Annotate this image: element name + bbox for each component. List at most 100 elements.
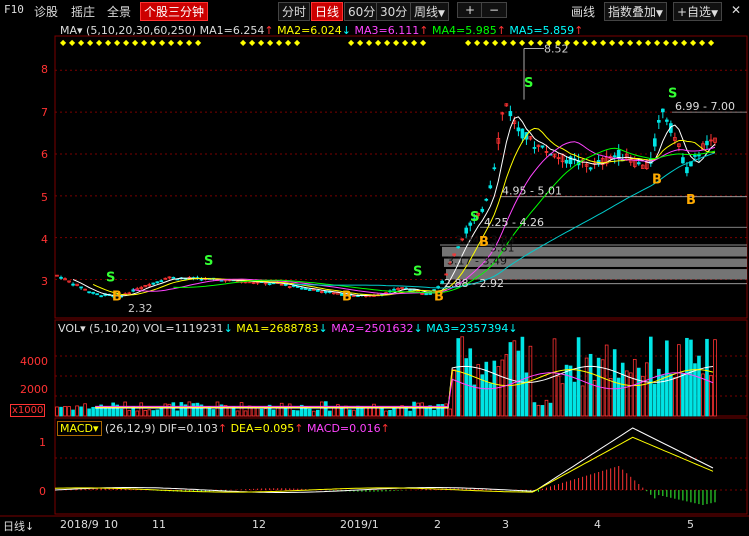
macd-dropdown[interactable]: MACD▾ [57,421,102,436]
signal-diamond: ◆ [402,38,409,47]
volume-bar [644,362,649,417]
volume-bar [673,377,677,417]
volume-bar [488,383,493,417]
timeframe-minute[interactable]: 分时 [278,2,311,21]
volume-bar [283,407,288,417]
volume-bar [689,339,693,417]
candle-body [640,164,645,169]
volume-bar [500,359,505,417]
volume-bar [147,409,152,417]
signal-diamond: ◆ [663,38,670,47]
fullview-button[interactable]: 全景 [107,5,132,19]
signal-diamond: ◆ [105,38,112,47]
volume-bar [352,409,356,417]
timeframe-day[interactable]: 日线 [311,2,344,21]
candle-body [392,288,396,291]
volume-bar [311,410,316,417]
timeframe-week[interactable]: 周线▼ [410,2,449,21]
volume-bar [653,383,657,417]
signal-diamond: ◆ [501,38,508,47]
volume-bar [239,402,244,417]
volume-bar [348,409,352,417]
signal-diamond: ◆ [267,38,274,47]
candle-body [307,289,312,291]
buy-signal: B [652,172,662,187]
pick-button[interactable]: 摇庄 [71,5,96,19]
volume-bar [179,402,184,417]
vol-axis-label: 2000 [20,383,48,396]
macd-params: (26,12,9) [105,422,156,435]
date-label: 11 [152,518,166,531]
f10-button[interactable]: F10 [4,3,24,16]
signal-diamond: ◆ [510,38,517,47]
signal-diamond: ◆ [285,38,292,47]
stock-3min-tab[interactable]: 个股三分钟 [140,2,209,21]
ma30-line [173,147,716,294]
candle-body [661,108,665,113]
add-watchlist-button[interactable]: +自选▼ [673,2,722,21]
signal-diamond: ◆ [609,38,616,47]
ma-dropdown-icon[interactable]: ▾ [77,24,83,37]
diagnose-button[interactable]: 诊股 [34,5,59,19]
candle-body [299,287,304,290]
support-band [442,246,747,257]
candle-body [352,295,356,297]
signal-diamond: ◆ [87,38,94,47]
candle-body [460,238,465,241]
volume-bar [151,410,156,417]
zoom-out-button[interactable]: − [481,2,507,18]
index-overlay-button[interactable]: 指数叠加▼ [604,2,667,21]
volume-bar [135,410,140,417]
vol-ma1-value: MA1=2688783 [236,322,319,335]
candle-body [155,281,160,284]
range-label: 3.17 - 3.49 [447,255,507,268]
date-label: 4 [594,518,601,531]
candle-body [528,136,533,140]
arrow-up-icon: ↑ [419,24,429,37]
volume-bar [580,385,585,417]
volume-bar [536,404,541,417]
candle-body [492,167,497,170]
volume-bar [677,344,681,417]
volume-bar [291,409,296,417]
vol-unit-label: x1000 [10,404,46,417]
date-label: 2019/1 [340,518,379,531]
candle-body [697,154,701,157]
ma-name[interactable]: MA [60,24,78,37]
signal-diamond: ◆ [195,38,202,47]
candle-body [315,289,320,292]
volume-bar [640,375,645,417]
signal-diamond: ◆ [681,38,688,47]
volume-bar [336,404,340,417]
ma3-value: MA3=6.111 [354,24,420,37]
candle-body [303,287,308,290]
volume-bar [223,405,228,417]
volume-bar [416,402,420,417]
volume-bar [540,405,545,417]
period-selector[interactable]: 日线↓ [3,518,34,534]
signal-diamond: ◆ [645,38,652,47]
vol-dropdown-icon[interactable]: ▾ [80,322,86,335]
vol-name[interactable]: VOL [58,322,81,335]
buy-signal: B [434,289,444,304]
candle-body [95,293,99,296]
volume-bar [697,355,701,417]
draw-line-button[interactable]: 画线 [571,5,596,19]
date-label: 12 [252,518,266,531]
candle-body [287,286,292,289]
volume-bar [332,407,336,417]
macd-panel-frame [54,417,748,515]
volume-bar [267,404,272,417]
signal-diamond: ◆ [159,38,166,47]
timeframe-30[interactable]: 30分 [376,2,412,21]
volume-bar [340,407,344,417]
volume-bar [468,348,473,417]
price-axis-label: 8 [41,63,48,76]
support-band [444,258,747,267]
signal-diamond: ◆ [96,38,103,47]
candle-body [139,286,144,290]
candle-body [705,140,709,146]
close-icon[interactable]: ✕ [731,3,742,17]
candle-body [420,292,424,295]
